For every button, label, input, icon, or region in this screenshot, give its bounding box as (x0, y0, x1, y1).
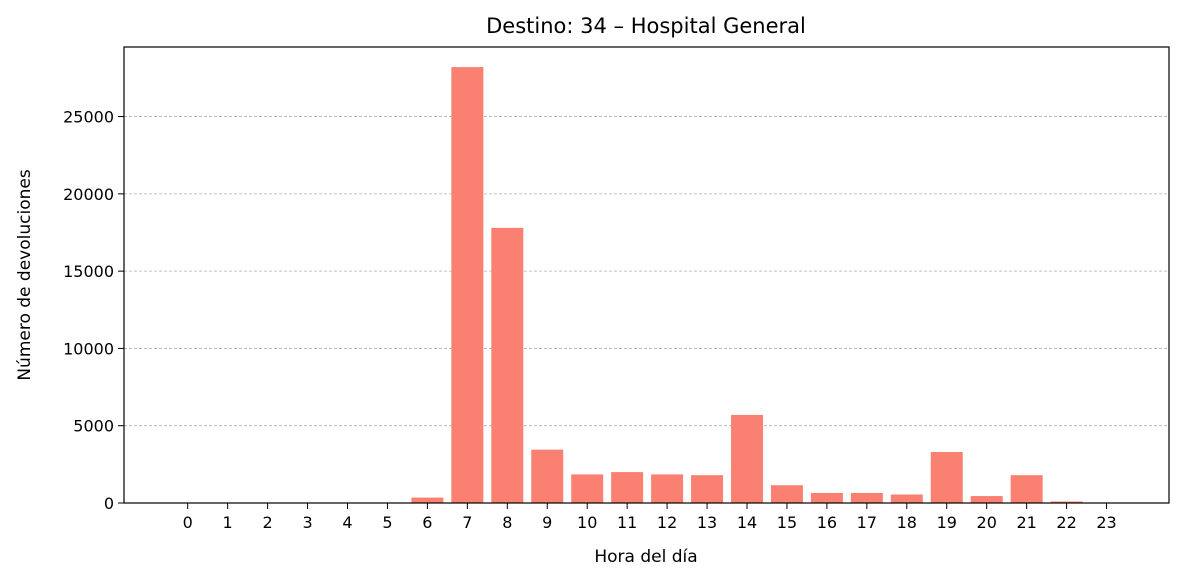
x-axis-label: Hora del día (594, 547, 697, 567)
y-axis-label: Número de devoluciones (15, 169, 35, 380)
x-tick-label: 11 (617, 513, 637, 532)
x-tick-label: 7 (462, 513, 472, 532)
x-tick-label: 21 (1016, 513, 1036, 532)
x-tick-label: 13 (697, 513, 717, 532)
plot-frame (123, 46, 1170, 504)
bar-hour-21 (1010, 475, 1043, 503)
x-tick-label: 2 (263, 513, 273, 532)
bar-hour-13 (691, 475, 724, 503)
bar-hour-16 (810, 492, 843, 503)
grid-lines (124, 116, 1169, 427)
bar-hour-20 (970, 496, 1003, 503)
x-tick-label: 19 (937, 513, 957, 532)
x-tick-label: 16 (817, 513, 837, 532)
chart-title: Destino: 34 – Hospital General (486, 14, 806, 38)
x-tick-label: 17 (857, 513, 877, 532)
x-tick-label: 22 (1056, 513, 1076, 532)
bar-hour-11 (611, 472, 644, 503)
y-tick-label: 5000 (73, 417, 114, 436)
bar-hour-7 (451, 67, 484, 504)
bar-hour-15 (770, 485, 803, 503)
x-tick-label: 10 (577, 513, 597, 532)
x-tick-label: 8 (502, 513, 512, 532)
x-tick-label: 14 (737, 513, 757, 532)
y-tick-label: 20000 (63, 185, 114, 204)
x-tick-label: 23 (1096, 513, 1116, 532)
y-tick-label: 0 (104, 494, 114, 513)
x-tick-label: 9 (542, 513, 552, 532)
y-axis-ticks: 0 5000 10000 15000 20000 25000 (63, 108, 124, 513)
bar-hour-22 (1050, 501, 1083, 503)
bars (411, 67, 1083, 504)
bar-hour-19 (930, 451, 963, 503)
x-axis-ticks: 0 1 2 3 4 5 6 7 8 9 10 11 12 13 14 15 16 17 18 19 20 21 22 23 (183, 503, 1117, 532)
x-tick-label: 15 (777, 513, 797, 532)
bar-hour-10 (571, 474, 604, 503)
x-tick-label: 4 (342, 513, 352, 532)
x-tick-label: 1 (223, 513, 233, 532)
x-tick-label: 6 (422, 513, 432, 532)
y-tick-label: 10000 (63, 339, 114, 358)
x-tick-label: 18 (897, 513, 917, 532)
x-tick-label: 20 (977, 513, 997, 532)
bar-hour-6 (411, 497, 444, 503)
y-tick-label: 15000 (63, 262, 114, 281)
x-tick-label: 3 (302, 513, 312, 532)
bar-hour-8 (491, 227, 524, 503)
bar-hour-9 (531, 449, 564, 503)
bar-hour-12 (651, 474, 684, 503)
x-tick-label: 5 (382, 513, 392, 532)
bar-hour-14 (731, 414, 763, 503)
x-tick-label: 12 (657, 513, 677, 532)
y-tick-label: 25000 (63, 108, 114, 127)
bar-hour-17 (850, 492, 883, 503)
x-tick-label: 0 (183, 513, 193, 532)
bar-hour-18 (890, 494, 923, 503)
